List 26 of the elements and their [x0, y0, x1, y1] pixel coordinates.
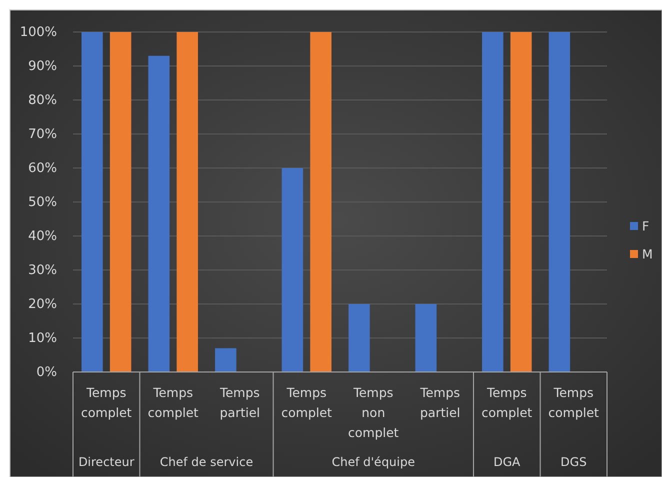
x-tick-label: Temps partiel: [419, 385, 460, 420]
x-tick-label: Temps partiel: [218, 385, 260, 420]
x-tick-label: Temps complet: [148, 385, 199, 420]
y-tick-label: 80%: [28, 93, 57, 108]
text: Chef d'équipe: [332, 455, 416, 469]
legend-label: M: [642, 246, 653, 262]
y-tick-label: 20%: [28, 297, 57, 312]
text: Directeur: [78, 455, 134, 469]
text: DGS: [560, 455, 587, 469]
x-tick-label: Temps complet: [482, 385, 532, 420]
legend-label: F: [642, 218, 650, 234]
text: DGA: [494, 455, 522, 469]
y-tick-label: 0%: [36, 365, 57, 380]
y-tick-label: 100%: [20, 25, 57, 40]
x-tick-label: Temps complet: [281, 385, 332, 420]
x-tick-label: Temps non complet: [348, 385, 399, 440]
y-tick-label: 10%: [28, 331, 57, 346]
x-tick-label: Temps complet: [81, 385, 132, 420]
y-tick-label: 40%: [28, 229, 57, 244]
text: Chef de service: [160, 455, 254, 469]
y-tick-label: 60%: [28, 161, 57, 176]
y-tick-label: 50%: [28, 195, 57, 210]
y-tick-label: 70%: [28, 127, 57, 142]
x-tick-label: Temps complet: [548, 385, 600, 420]
y-tick-label: 30%: [28, 263, 57, 278]
y-tick-label: 90%: [28, 59, 57, 74]
